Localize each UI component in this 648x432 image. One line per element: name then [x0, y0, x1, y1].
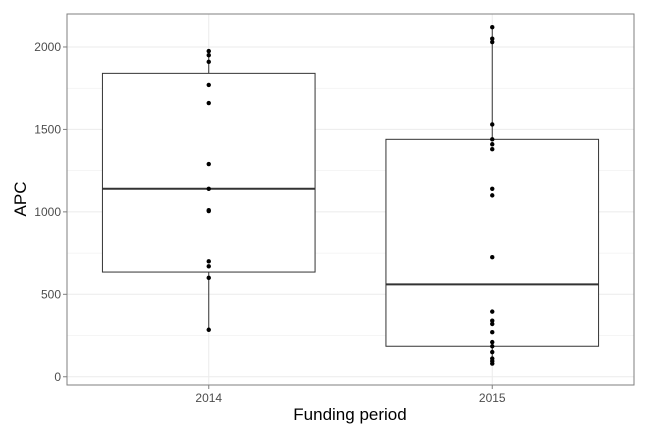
- data-point: [490, 349, 495, 355]
- box-iqr: [101, 72, 316, 273]
- panel-border: [66, 13, 635, 386]
- data-point: [206, 59, 211, 65]
- data-point: [490, 339, 495, 345]
- data-point: [490, 137, 495, 142]
- y-tick-label: 500: [41, 287, 61, 301]
- data-point: [490, 193, 495, 198]
- data-point: [490, 321, 495, 327]
- data-point: [490, 330, 495, 335]
- y-axis-title: APC: [11, 182, 30, 217]
- data-point: [490, 309, 495, 314]
- data-point: [490, 186, 495, 191]
- data-point: [206, 100, 211, 106]
- axis-ticks: 0 500 1000 1500 2000 2014 2015: [34, 40, 506, 405]
- data-point: [206, 275, 211, 281]
- data-point: [206, 264, 211, 269]
- data-point: [490, 39, 495, 45]
- y-tick-label: 2000: [34, 40, 61, 54]
- data-point: [206, 53, 211, 58]
- data-point: [490, 36, 495, 41]
- data-point: [206, 259, 211, 264]
- data-point: [490, 122, 495, 127]
- data-point: [490, 147, 495, 152]
- data-point: [490, 24, 495, 30]
- data-points: [206, 24, 495, 366]
- data-point: [206, 327, 211, 332]
- data-point: [490, 255, 495, 260]
- x-tick-label: 2014: [195, 391, 222, 405]
- x-tick-label: 2015: [479, 391, 506, 405]
- data-point: [206, 161, 211, 167]
- data-point: [206, 208, 211, 213]
- data-point: [490, 142, 495, 147]
- data-point: [206, 186, 211, 191]
- data-point: [206, 82, 211, 88]
- y-tick-label: 0: [54, 370, 61, 384]
- y-tick-label: 1500: [34, 122, 61, 136]
- y-tick-label: 1000: [34, 205, 61, 219]
- data-point: [490, 344, 495, 349]
- data-point: [490, 318, 495, 323]
- data-point: [490, 356, 495, 361]
- x-axis-title: Funding period: [293, 405, 406, 424]
- box-2014: [101, 51, 316, 330]
- data-point: [206, 48, 211, 54]
- boxes: [101, 27, 600, 364]
- box-iqr: [385, 138, 600, 347]
